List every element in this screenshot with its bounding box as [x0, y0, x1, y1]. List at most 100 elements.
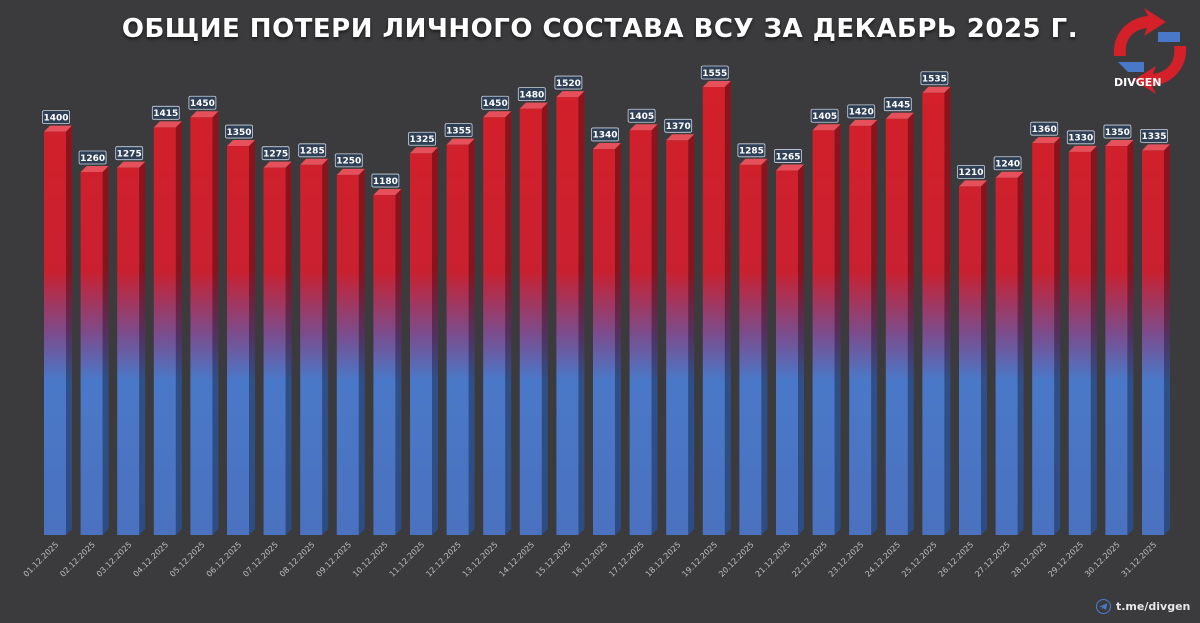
bar-top [190, 111, 219, 118]
data-label-box [737, 143, 766, 158]
bar-side [798, 164, 804, 535]
bar-top [593, 142, 621, 149]
bar [739, 164, 762, 535]
bar [263, 167, 286, 535]
x-tick-label: 21.12.2025 [754, 540, 793, 579]
bar-group: 1405 [627, 108, 658, 536]
x-tick-label: 27.12.2025 [973, 540, 1012, 579]
x-tick-label: 09.12.2025 [314, 540, 353, 579]
bar-side [395, 189, 402, 536]
bar-side [468, 138, 475, 535]
bar [922, 92, 945, 535]
divgen-logo-icon [1113, 8, 1187, 94]
bar-side [358, 168, 365, 535]
data-label: 1330 [1068, 134, 1093, 144]
bar-top [300, 158, 329, 165]
x-tick-label: 01.12.2025 [22, 540, 61, 579]
x-tick-label: 26.12.2025 [937, 540, 976, 579]
bar-group: 1535 [920, 71, 951, 535]
data-label-box [554, 75, 583, 90]
data-label-box [115, 146, 144, 161]
x-tick-label: 06.12.2025 [205, 540, 244, 579]
data-label: 1240 [995, 160, 1020, 170]
bar-group: 1445 [883, 97, 914, 535]
bar [776, 170, 798, 535]
bar-side [944, 86, 951, 535]
data-label-box [517, 87, 546, 102]
data-label-box [1140, 128, 1168, 143]
bar-group: 1285 [737, 143, 768, 535]
bar-top [446, 138, 475, 145]
bar-side [212, 111, 219, 536]
bar-side [175, 121, 182, 535]
data-label: 1520 [556, 79, 581, 89]
data-label: 1405 [812, 112, 837, 122]
data-label: 1405 [629, 112, 654, 122]
bar [153, 127, 176, 535]
data-label-box [1030, 121, 1059, 136]
bar-group: 1480 [517, 87, 548, 535]
bar [593, 148, 615, 535]
data-label-box [42, 110, 70, 125]
x-tick-label: 30.12.2025 [1083, 540, 1122, 579]
data-label-box [1066, 130, 1095, 145]
bar [80, 171, 103, 535]
bar-top [117, 161, 146, 168]
bar-top [410, 147, 438, 154]
bar-side [615, 142, 621, 535]
bar-top [922, 86, 951, 93]
bar-side [1090, 145, 1097, 535]
footer-link[interactable]: t.me/divgen [1096, 597, 1190, 615]
bar-group: 1400 [42, 110, 72, 535]
bar-top [336, 168, 365, 175]
bar-group: 1330 [1066, 130, 1097, 535]
x-tick-label: 28.12.2025 [1010, 540, 1049, 579]
data-label-box [444, 123, 473, 138]
x-tick-label: 10.12.2025 [351, 540, 390, 579]
bar-top [776, 164, 804, 171]
bar-group: 1450 [481, 95, 512, 536]
bar-group: 1335 [1140, 128, 1170, 535]
x-tick-label: 02.12.2025 [58, 540, 97, 579]
bar [117, 167, 140, 535]
bar-top [483, 111, 512, 118]
bar-top [995, 171, 1024, 178]
logo-text: DIVGEN [1114, 76, 1162, 89]
data-label-box [957, 164, 985, 179]
data-label: 1350 [1105, 128, 1130, 138]
data-label-box [993, 156, 1022, 171]
bar [666, 140, 689, 535]
bar [959, 186, 981, 535]
bar-group: 1360 [1030, 121, 1061, 536]
data-label-box [151, 105, 180, 120]
data-label: 1445 [885, 100, 910, 110]
bar-top [80, 165, 109, 172]
data-label: 1285 [300, 147, 325, 157]
data-label: 1340 [592, 131, 617, 141]
bar [1068, 151, 1091, 535]
data-label: 1355 [446, 126, 471, 136]
bar-group: 1350 [225, 124, 255, 535]
x-tick-label: 11.12.2025 [388, 540, 427, 579]
x-tick-label: 14.12.2025 [497, 540, 536, 579]
x-tick-label: 12.12.2025 [424, 540, 463, 579]
bar-side [102, 165, 109, 535]
bar-top [373, 189, 402, 196]
bar-top [1032, 137, 1061, 144]
bar-side [432, 147, 438, 535]
bar-group: 1260 [78, 150, 109, 535]
bar [629, 130, 652, 535]
bar-top [1105, 140, 1134, 147]
x-tick-label: 31.12.2025 [1120, 540, 1159, 579]
data-label: 1260 [80, 154, 105, 164]
x-tick-label: 22.12.2025 [790, 540, 829, 579]
bar-group: 1275 [261, 146, 292, 535]
bar-side [66, 125, 72, 535]
bar-group: 1520 [554, 75, 585, 535]
x-tick-label: 17.12.2025 [607, 540, 646, 579]
data-label-box [408, 131, 436, 146]
bar-side [1127, 140, 1134, 535]
data-label-box [591, 127, 619, 142]
bar-side [578, 91, 585, 535]
bar [812, 130, 835, 535]
